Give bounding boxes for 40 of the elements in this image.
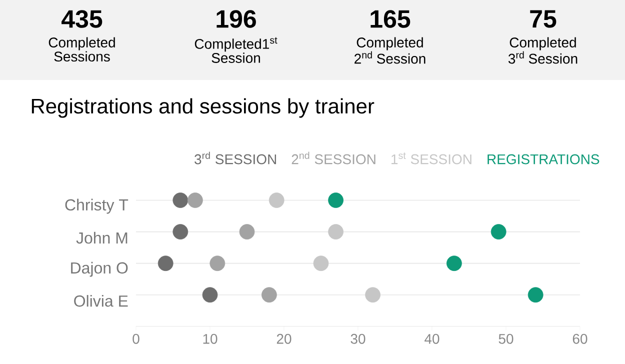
y-tick-label: Olivia E xyxy=(74,294,128,307)
point xyxy=(313,256,329,272)
point xyxy=(490,224,506,240)
point xyxy=(328,192,344,208)
point xyxy=(172,224,188,240)
point xyxy=(188,192,203,208)
text: 75 xyxy=(530,10,556,28)
text: 196 xyxy=(216,10,256,28)
text: 435 xyxy=(62,10,102,28)
point xyxy=(210,256,226,272)
text: 3$^{rd}$ SESSION xyxy=(194,152,276,164)
point xyxy=(528,287,544,303)
text: Completed 3$^{rd}$ Session xyxy=(508,37,578,64)
point xyxy=(202,287,218,303)
x-tick-label: 20 xyxy=(276,334,292,344)
point xyxy=(268,192,284,208)
x-tick-label: 60 xyxy=(572,334,588,344)
text: REGISTRATIONS xyxy=(488,154,600,164)
text: Completed1$^{st}$ Session xyxy=(194,37,278,63)
chart-title: Registrations and sessions by trainer xyxy=(32,98,374,118)
point xyxy=(446,256,462,272)
text: 1$^{st}$ SESSION xyxy=(392,152,472,164)
text: 165 xyxy=(370,10,410,28)
point xyxy=(239,224,255,240)
point xyxy=(365,287,380,303)
y-tick-label: Dajon O xyxy=(71,262,128,277)
point xyxy=(158,256,174,272)
text: Completed Sessions xyxy=(48,37,115,62)
text: 2$^{nd}$ SESSION xyxy=(292,152,376,164)
text: Completed 2$^{nd}$ Session xyxy=(354,37,426,64)
point xyxy=(328,224,344,240)
x-tick-label: 40 xyxy=(424,334,440,344)
y-tick-label: Christy T xyxy=(65,198,128,214)
point xyxy=(172,192,188,208)
x-tick-label: 10 xyxy=(203,334,218,344)
x-tick-label: 30 xyxy=(350,334,366,344)
point xyxy=(262,287,277,303)
y-tick-label: John M xyxy=(76,232,128,244)
x-tick-label: 50 xyxy=(498,334,514,344)
x-tick-label: 0 xyxy=(132,334,140,344)
